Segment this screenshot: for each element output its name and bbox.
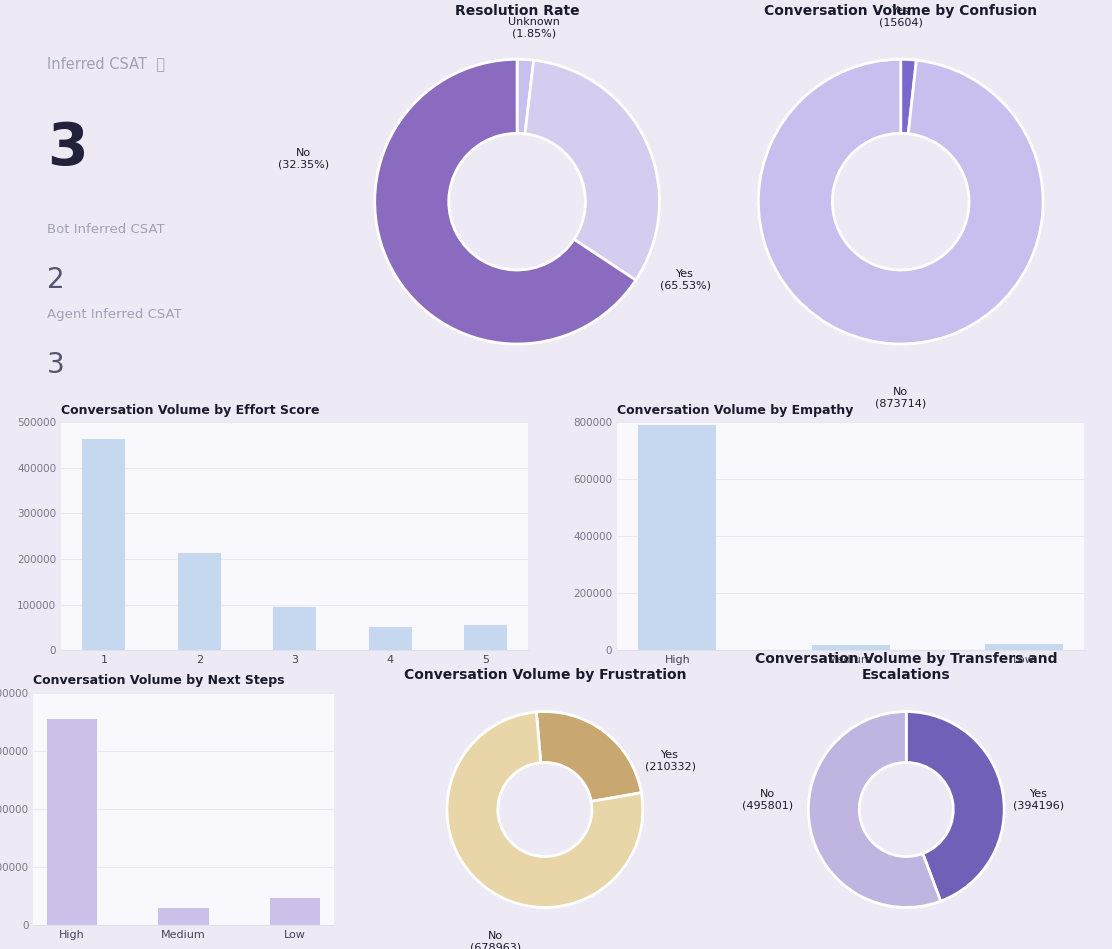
Text: Yes
(65.53%): Yes (65.53%) bbox=[659, 270, 711, 290]
Text: Yes
(210332): Yes (210332) bbox=[645, 750, 696, 772]
Text: 3: 3 bbox=[47, 120, 88, 177]
Title: Resolution Rate: Resolution Rate bbox=[455, 5, 579, 18]
Title: Conversation Volume by Confusion: Conversation Volume by Confusion bbox=[764, 5, 1037, 18]
Text: Agent Inferred CSAT: Agent Inferred CSAT bbox=[47, 308, 181, 322]
Text: Yes
(394196): Yes (394196) bbox=[1013, 789, 1064, 810]
Text: Bot Inferred CSAT: Bot Inferred CSAT bbox=[47, 223, 165, 236]
Text: 2: 2 bbox=[47, 266, 64, 294]
Wedge shape bbox=[525, 61, 659, 280]
Text: No
(678963): No (678963) bbox=[470, 931, 522, 949]
Text: Inferred CSAT  ⓘ: Inferred CSAT ⓘ bbox=[47, 56, 165, 71]
Bar bbox=[47, 719, 97, 925]
Bar bbox=[985, 643, 1063, 650]
Bar bbox=[638, 425, 716, 650]
Text: Conversation Volume by Next Steps: Conversation Volume by Next Steps bbox=[33, 675, 285, 687]
Wedge shape bbox=[536, 712, 642, 802]
Bar bbox=[812, 645, 890, 650]
Bar bbox=[464, 625, 507, 650]
Wedge shape bbox=[447, 712, 643, 907]
Wedge shape bbox=[517, 60, 534, 134]
Text: Unknown
(1.85%): Unknown (1.85%) bbox=[508, 17, 560, 39]
Bar bbox=[368, 627, 411, 650]
Text: 3: 3 bbox=[47, 351, 64, 380]
Text: No
(32.35%): No (32.35%) bbox=[278, 148, 329, 170]
Title: Conversation Volume by Transfers and
Escalations: Conversation Volume by Transfers and Esc… bbox=[755, 652, 1058, 681]
Wedge shape bbox=[901, 60, 916, 134]
Title: Conversation Volume by Frustration: Conversation Volume by Frustration bbox=[404, 668, 686, 681]
Text: No
(873714): No (873714) bbox=[875, 387, 926, 409]
Bar bbox=[178, 553, 221, 650]
Wedge shape bbox=[758, 60, 1043, 344]
Bar bbox=[270, 898, 320, 925]
Bar bbox=[158, 908, 209, 925]
Bar bbox=[82, 439, 126, 650]
Text: No
(495801): No (495801) bbox=[742, 789, 793, 810]
Bar bbox=[274, 606, 316, 650]
Wedge shape bbox=[906, 712, 1004, 902]
Text: Conversation Volume by Effort Score: Conversation Volume by Effort Score bbox=[61, 404, 319, 417]
Wedge shape bbox=[375, 60, 636, 344]
Wedge shape bbox=[808, 712, 941, 907]
Text: Conversation Volume by Empathy: Conversation Volume by Empathy bbox=[617, 404, 854, 417]
Text: Yes
(15604): Yes (15604) bbox=[878, 6, 923, 28]
